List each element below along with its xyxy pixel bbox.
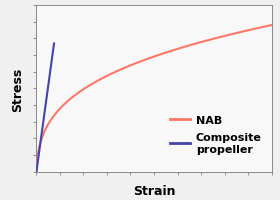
X-axis label: Strain: Strain	[133, 184, 175, 197]
Legend: NAB, Composite
propeller: NAB, Composite propeller	[166, 111, 266, 158]
Y-axis label: Stress: Stress	[11, 67, 25, 111]
